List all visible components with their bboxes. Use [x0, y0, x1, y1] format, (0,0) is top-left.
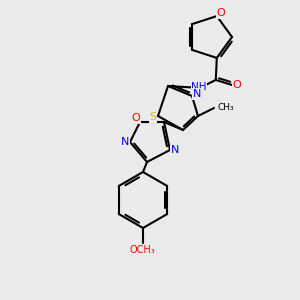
Text: N: N: [121, 137, 129, 147]
Text: N: N: [171, 145, 179, 155]
Text: OCH₃: OCH₃: [129, 245, 155, 255]
Text: O: O: [232, 80, 241, 90]
Text: O: O: [216, 8, 225, 18]
Text: O: O: [132, 113, 140, 123]
Text: NH: NH: [191, 82, 206, 92]
Text: N: N: [193, 89, 201, 99]
Text: CH₃: CH₃: [217, 103, 234, 112]
Text: S: S: [149, 112, 157, 122]
